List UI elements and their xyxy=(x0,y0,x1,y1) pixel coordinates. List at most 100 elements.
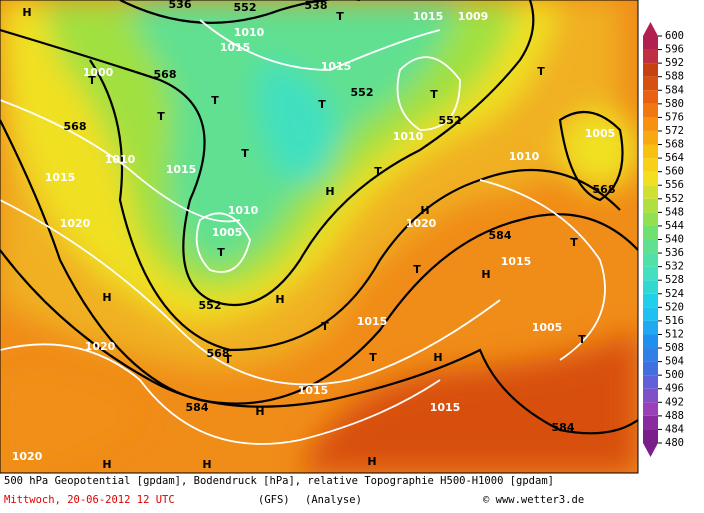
map-label: T xyxy=(374,165,382,178)
colorbar-label: 496 xyxy=(665,383,684,395)
colorbar-swatch xyxy=(643,388,658,403)
map-label: 552 xyxy=(351,86,374,99)
map-label: 584 xyxy=(489,229,512,242)
map-label: 1005 xyxy=(585,127,616,140)
colorbar-label: 488 xyxy=(665,410,684,422)
map-label: H xyxy=(202,458,211,471)
map-label: H xyxy=(325,185,334,198)
map-label: 1009 xyxy=(458,10,489,23)
colorbar-label: 556 xyxy=(665,179,684,191)
map-label: T xyxy=(217,246,225,259)
map-label: T xyxy=(318,98,326,111)
map-label: 1010 xyxy=(393,130,424,143)
map-label: 1005 xyxy=(532,321,563,334)
map-label: T xyxy=(241,147,249,160)
colorbar-swatch xyxy=(643,76,658,91)
map-label: T xyxy=(413,263,421,276)
map-label: T xyxy=(157,110,165,123)
colorbar-swatch xyxy=(643,253,658,267)
map-label: 568 xyxy=(207,347,230,360)
colorbar-label: 500 xyxy=(665,369,684,381)
map-label: H xyxy=(275,293,284,306)
map-label: 1010 xyxy=(228,204,259,217)
map-label: H xyxy=(367,455,376,468)
colorbar-label: 580 xyxy=(665,98,684,110)
colorbar-label: 544 xyxy=(665,220,684,232)
colorbar-label: 596 xyxy=(665,44,684,56)
colorbar-label: 572 xyxy=(665,125,684,137)
colorbar-swatch xyxy=(643,266,658,281)
map-label: 552 xyxy=(234,1,257,14)
colorbar-label: 548 xyxy=(665,206,684,218)
colorbar-swatch xyxy=(643,375,658,389)
colorbar-label: 504 xyxy=(665,356,684,368)
map-label: T xyxy=(430,88,438,101)
map-label: 1015 xyxy=(430,401,461,414)
colorbar-swatch xyxy=(643,239,658,254)
map-label: T xyxy=(336,10,344,23)
colorbar-swatch xyxy=(643,334,658,349)
colorbar-label: 516 xyxy=(665,315,684,327)
colorbar-label: 600 xyxy=(665,30,684,42)
colorbar-arrow-bottom xyxy=(643,443,658,457)
map-label: 552 xyxy=(439,114,462,127)
map-label: 1020 xyxy=(12,450,43,463)
colorbar-label: 540 xyxy=(665,234,684,246)
colorbar-label: 584 xyxy=(665,84,684,96)
colorbar: 4804844884924965005045085125165205245285… xyxy=(643,22,684,457)
colorbar-swatch xyxy=(643,402,658,416)
map-label: 1000 xyxy=(83,66,114,79)
map-label: H xyxy=(22,6,31,19)
colorbar-swatch xyxy=(643,117,658,131)
colorbar-label: 508 xyxy=(665,342,684,354)
colorbar-label: 564 xyxy=(665,152,684,164)
colorbar-swatch xyxy=(643,36,658,50)
colorbar-swatch xyxy=(643,130,658,145)
map-label: 568 xyxy=(64,120,87,133)
colorbar-swatch xyxy=(643,225,658,240)
map-label: T xyxy=(211,94,219,107)
colorbar-swatch xyxy=(643,320,658,335)
colorbar-swatch xyxy=(643,49,658,64)
colorbar-swatch xyxy=(643,171,658,186)
colorbar-label: 560 xyxy=(665,166,684,178)
footer-credit: © www.wetter3.de xyxy=(483,494,584,506)
colorbar-label: 552 xyxy=(665,193,684,205)
map-label: T xyxy=(224,353,232,366)
colorbar-swatch xyxy=(643,415,658,430)
footer-model: (GFS) xyxy=(258,494,290,506)
footer-date: Mittwoch, 20-06-2012 12 UTC xyxy=(4,494,175,506)
colorbar-swatch xyxy=(643,429,658,443)
map-label: H xyxy=(102,291,111,304)
colorbar-label: 532 xyxy=(665,261,684,273)
map-frame xyxy=(0,0,639,474)
map-label: T xyxy=(537,65,545,78)
map-label: 1015 xyxy=(501,255,532,268)
colorbar-swatch xyxy=(643,348,658,362)
map-label: 1015 xyxy=(413,10,444,23)
colorbar-label: 524 xyxy=(665,288,684,300)
colorbar-swatch xyxy=(643,212,658,226)
colorbar-swatch xyxy=(643,158,658,172)
map-label: 1015 xyxy=(357,315,388,328)
map-field xyxy=(0,0,638,473)
map-label: T xyxy=(321,320,329,333)
map-label: 1020 xyxy=(406,217,437,230)
colorbar-label: 568 xyxy=(665,139,684,151)
colorbar-swatch xyxy=(643,307,658,321)
colorbar-swatch xyxy=(643,198,658,213)
map-label: 584 xyxy=(552,421,575,434)
colorbar-swatch xyxy=(643,293,658,308)
colorbar-label: 480 xyxy=(665,437,684,449)
footer-run: (Analyse) xyxy=(305,494,362,506)
map-label: 1020 xyxy=(85,340,116,353)
colorbar-swatch xyxy=(643,103,658,118)
map-label: 1005 xyxy=(212,226,243,239)
map-label: H xyxy=(255,405,264,418)
map-label: H xyxy=(481,268,490,281)
map-label: 1015 xyxy=(166,163,197,176)
colorbar-label: 512 xyxy=(665,328,684,340)
map-label: 538 xyxy=(305,0,328,12)
colorbar-label: 592 xyxy=(665,57,684,69)
